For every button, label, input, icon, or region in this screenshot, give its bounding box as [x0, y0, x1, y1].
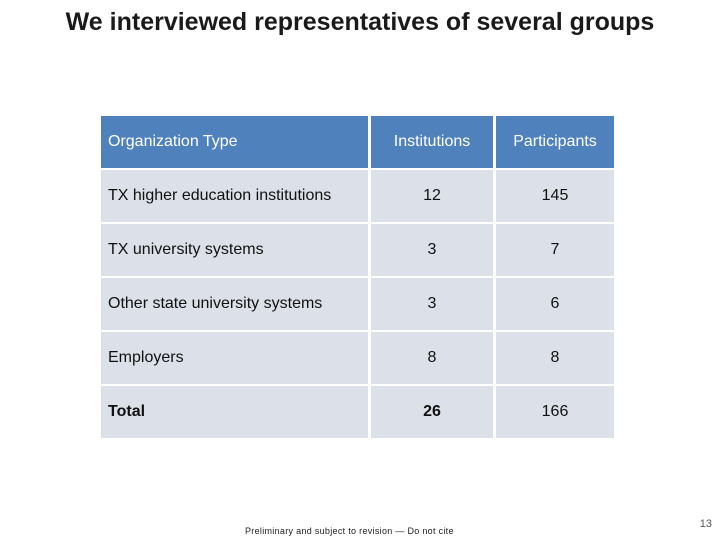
slide-title: We interviewed representatives of severa…	[65, 8, 655, 36]
table-row: Other state university systems 3 6	[101, 278, 614, 332]
row-institutions: 3	[371, 224, 496, 278]
table-header-row: Organization Type Institutions Participa…	[101, 116, 614, 170]
header-institutions: Institutions	[371, 116, 496, 170]
table-total-row: Total 26 166	[101, 386, 614, 440]
row-organization-type: Other state university systems	[101, 278, 371, 332]
row-participants: 145	[496, 170, 614, 224]
total-institutions: 26	[371, 386, 496, 440]
page-number: 13	[699, 518, 712, 530]
row-institutions: 8	[371, 332, 496, 386]
row-participants: 7	[496, 224, 614, 278]
row-participants: 8	[496, 332, 614, 386]
footer-disclaimer: Preliminary and subject to revision — Do…	[245, 526, 454, 536]
total-participants: 166	[496, 386, 614, 440]
row-institutions: 12	[371, 170, 496, 224]
row-organization-type: Employers	[101, 332, 371, 386]
organization-table: Organization Type Institutions Participa…	[101, 116, 614, 440]
row-organization-type: TX higher education institutions	[101, 170, 371, 224]
table-row: TX university systems 3 7	[101, 224, 614, 278]
header-organization-type: Organization Type	[101, 116, 371, 170]
table-row: TX higher education institutions 12 145	[101, 170, 614, 224]
header-participants: Participants	[496, 116, 614, 170]
row-organization-type: TX university systems	[101, 224, 371, 278]
table-row: Employers 8 8	[101, 332, 614, 386]
row-participants: 6	[496, 278, 614, 332]
total-label: Total	[101, 386, 371, 440]
row-institutions: 3	[371, 278, 496, 332]
